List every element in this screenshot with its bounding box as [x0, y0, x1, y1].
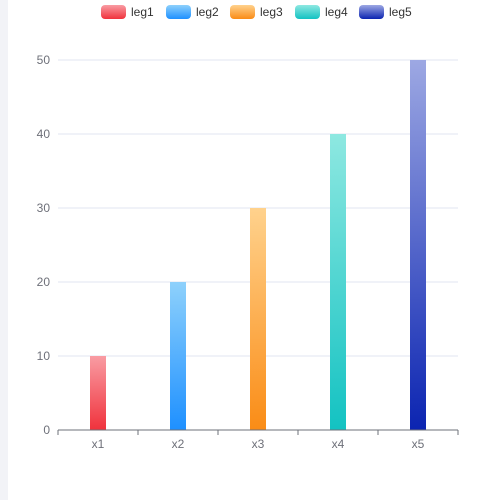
x-tick-label-x1: x1: [92, 437, 105, 451]
x-tick-label-x5: x5: [412, 437, 425, 451]
y-tick-label-30: 30: [37, 201, 51, 215]
legend-label-leg1[interactable]: leg1: [131, 5, 154, 19]
y-tick-label-0: 0: [43, 423, 50, 437]
y-tick-label-20: 20: [37, 275, 51, 289]
y-tick-label-10: 10: [37, 349, 51, 363]
legend-swatch-leg4[interactable]: [295, 5, 320, 19]
legend-label-leg5[interactable]: leg5: [389, 5, 412, 19]
legend-swatch-leg2[interactable]: [166, 5, 191, 19]
legend-swatch-leg1[interactable]: [101, 5, 126, 19]
bar-x2[interactable]: [170, 282, 186, 430]
bar-x5[interactable]: [410, 60, 426, 430]
x-tick-label-x3: x3: [252, 437, 265, 451]
legend-label-leg4[interactable]: leg4: [325, 5, 348, 19]
x-tick-label-x2: x2: [172, 437, 185, 451]
bar-x4[interactable]: [330, 134, 346, 430]
bars: [90, 60, 426, 430]
y-tick-label-40: 40: [37, 127, 51, 141]
y-tick-label-50: 50: [37, 53, 51, 67]
y-axis: 0 10 20 30 40 50: [37, 53, 51, 437]
x-axis: x1 x2 x3 x4 x5: [57, 429, 459, 451]
legend-swatch-leg5[interactable]: [359, 5, 384, 19]
x-tick-label-x4: x4: [332, 437, 345, 451]
legend-label-leg3[interactable]: leg3: [260, 5, 283, 19]
chart-legend[interactable]: leg1 leg2 leg3 leg4 leg5: [101, 5, 412, 19]
legend-label-leg2[interactable]: leg2: [196, 5, 219, 19]
bar-x3[interactable]: [250, 208, 266, 430]
sidebar-strip: [0, 0, 8, 500]
bar-x1[interactable]: [90, 356, 106, 430]
legend-swatch-leg3[interactable]: [230, 5, 255, 19]
